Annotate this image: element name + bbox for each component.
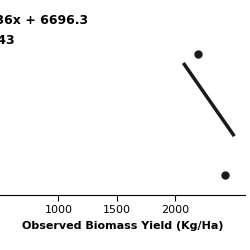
Point [223,173,227,177]
Text: R² = 0.3943: R² = 0.3943 [0,34,15,47]
Text: y = -0.6136x + 6696.3: y = -0.6136x + 6696.3 [0,14,88,27]
X-axis label: Observed Biomass Yield (Kg/Ha): Observed Biomass Yield (Kg/Ha) [22,221,223,231]
Point [196,52,200,56]
